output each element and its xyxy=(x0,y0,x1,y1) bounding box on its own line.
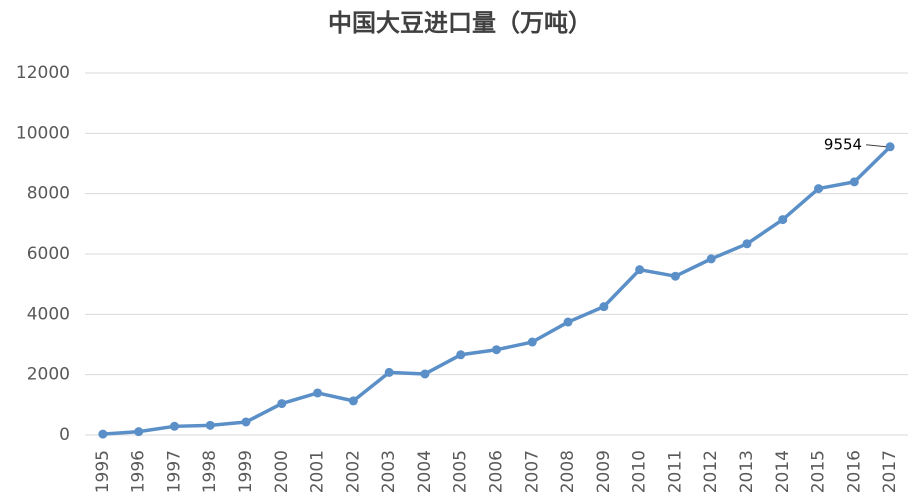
point xyxy=(313,388,323,398)
point xyxy=(563,317,573,327)
y-tick-label: 8000 xyxy=(27,184,70,204)
leader-line xyxy=(866,144,887,148)
x-tick-label: 2012 xyxy=(701,450,721,493)
x-tick-label: 1996 xyxy=(129,450,149,493)
point xyxy=(169,421,179,431)
x-tick-label: 2002 xyxy=(343,450,363,493)
point xyxy=(599,302,609,312)
y-tick-label: 6000 xyxy=(27,244,70,264)
point xyxy=(492,345,501,355)
point xyxy=(241,417,251,427)
x-tick-label: 2004 xyxy=(415,450,435,493)
x-tick-label: 2006 xyxy=(487,450,507,493)
x-tick-label: 2011 xyxy=(665,450,685,493)
x-tick-label: 2009 xyxy=(594,450,614,493)
y-tick-label: 4000 xyxy=(27,304,70,324)
x-tick-label: 2010 xyxy=(630,450,650,493)
x-tick-label: 2017 xyxy=(880,450,900,493)
data-label: 9554 xyxy=(824,135,862,153)
x-tick-label: 2007 xyxy=(522,450,542,493)
x-tick-label: 2003 xyxy=(379,450,399,493)
point xyxy=(742,239,752,249)
x-tick-label: 2013 xyxy=(737,450,757,493)
x-tick-label: 1997 xyxy=(164,450,184,493)
y-tick-label: 0 xyxy=(59,425,70,445)
line xyxy=(102,145,892,436)
point xyxy=(205,420,215,430)
x-tick-label: 2001 xyxy=(308,450,328,493)
x-tick-label: 1999 xyxy=(236,450,256,493)
x-tick-label: 2000 xyxy=(272,450,292,493)
x-tick-label: 2016 xyxy=(844,450,864,493)
point xyxy=(384,367,394,377)
point xyxy=(456,350,466,360)
chart-title: 中国大豆进口量（万吨） xyxy=(328,9,592,37)
y-tick-label: 2000 xyxy=(27,365,70,385)
point xyxy=(885,142,895,152)
x-tick-label: 1998 xyxy=(200,450,220,493)
point xyxy=(277,399,287,409)
y-tick-label: 12000 xyxy=(16,63,70,83)
point xyxy=(527,337,537,347)
x-tick-label: 1995 xyxy=(93,450,113,493)
point xyxy=(814,184,824,194)
x-tick-label: 2008 xyxy=(558,450,578,493)
point xyxy=(635,265,645,275)
point xyxy=(670,271,680,281)
x-tick-label: 2005 xyxy=(451,450,471,493)
point xyxy=(420,369,430,379)
point xyxy=(98,429,108,439)
point xyxy=(706,254,716,264)
y-tick-label: 10000 xyxy=(16,123,70,143)
point xyxy=(348,396,358,406)
x-tick-label: 2014 xyxy=(773,450,793,493)
point xyxy=(134,427,144,437)
point xyxy=(849,177,859,187)
x-tick-label: 2015 xyxy=(809,450,829,493)
point xyxy=(778,215,788,225)
